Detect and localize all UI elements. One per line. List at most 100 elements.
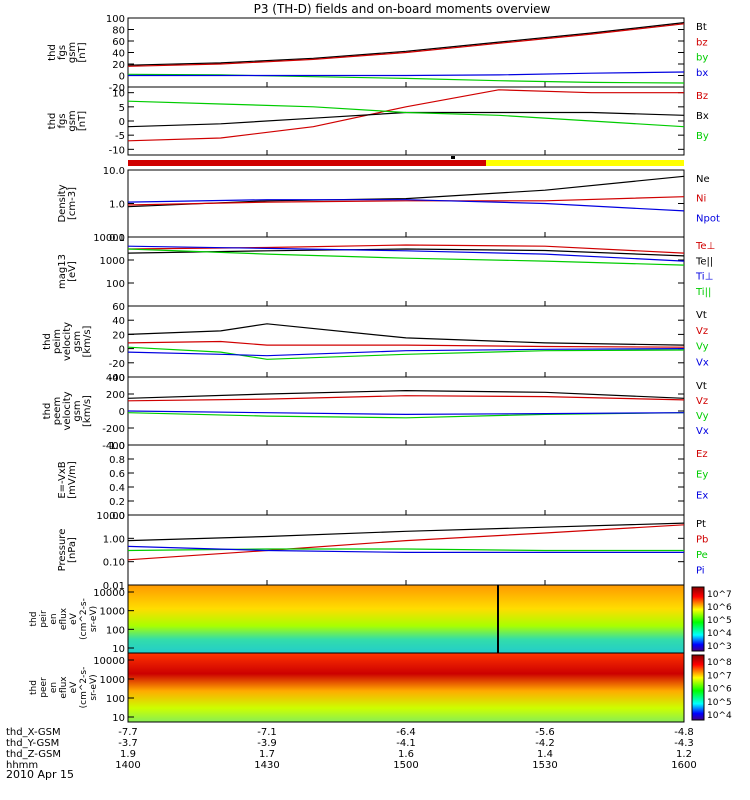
y-tick-label: 100 xyxy=(106,694,125,705)
y-tick-label: 400 xyxy=(106,373,125,384)
y-tick-label: 60 xyxy=(112,302,125,313)
colorbar-tick-label: 10^7 xyxy=(707,671,732,681)
y-axis-label: gsm xyxy=(72,331,83,352)
y-axis-label: gsm xyxy=(67,110,78,131)
series-line-Te|| xyxy=(127,248,685,257)
series-line-Ti|| xyxy=(127,248,685,266)
colorbar-tick-label: 10^6 xyxy=(707,685,732,695)
colorbar-tick-label: 10^4 xyxy=(707,629,732,639)
y-axis-label: peim xyxy=(52,329,63,354)
y-tick-label: 10000 xyxy=(93,588,125,599)
y-tick-label: 10000 xyxy=(93,233,125,244)
colorbar xyxy=(691,654,705,721)
footer-row-label: hhmm xyxy=(6,760,38,771)
y-tick-label: 0.8 xyxy=(109,455,125,466)
y-axis-label: [nT] xyxy=(77,111,88,131)
panel-density: 10.0 1.0 0.1 Density [cm-3] Ne Ni Npot xyxy=(57,166,720,244)
legend-Bt: Bt xyxy=(696,22,707,33)
y-tick-label: 60 xyxy=(112,37,125,48)
y-tick-label: 0.4 xyxy=(109,483,125,494)
status-bar-marker xyxy=(451,156,455,159)
date-label: 2010 Apr 15 xyxy=(6,768,74,781)
y-tick-label: 0.2 xyxy=(109,497,125,508)
y-axis-label: eV xyxy=(69,612,79,625)
series-line-Bz xyxy=(127,89,684,142)
y-axis-label: (cm^2-s- xyxy=(79,598,89,640)
legend-Pi: Pi xyxy=(696,566,705,577)
legend-Vy: Vy xyxy=(696,342,709,353)
series-line-bx xyxy=(128,71,685,77)
footer-value: -3.9 xyxy=(257,738,277,749)
y-tick-label: 1.0 xyxy=(109,441,125,452)
y-axis-label: eflux xyxy=(59,676,69,699)
footer-value: 1.7 xyxy=(259,749,275,760)
legend-Vx: Vx xyxy=(696,426,709,437)
panel-peem_velocity: 400 200 0 -200 -400 thd peem velocity gsm [km/s] V… xyxy=(42,373,709,452)
panel-temperature: 10000 1000 100 mag13 [eV] Te⊥ Te|| Ti⊥ Ti|| xyxy=(57,233,715,307)
footer-value: -4.8 xyxy=(674,727,694,738)
footer-value: -4.3 xyxy=(674,738,694,749)
y-tick-label: 1000 xyxy=(100,675,125,686)
y-tick-label: 0 xyxy=(119,407,125,418)
series-line-By xyxy=(127,100,685,128)
y-axis-label: en xyxy=(49,682,59,693)
y-tick-label: 0.1 xyxy=(109,233,125,244)
y-tick-label: 10 xyxy=(112,713,125,724)
status-bar-yellow xyxy=(486,160,684,166)
y-axis-label: thd xyxy=(29,680,39,695)
y-axis-label: gsm xyxy=(72,400,83,421)
legend-Vy: Vy xyxy=(696,411,709,422)
series-line-Vt xyxy=(127,323,685,346)
series-line-Vz xyxy=(127,395,685,402)
panel-peim_velocity: 60 40 20 0 -20 -40 thd peim velocity gsm [km/s] Vt V… xyxy=(42,302,709,384)
legend-Te||: Te|| xyxy=(695,256,713,267)
y-axis-label: [nPa] xyxy=(67,537,78,563)
series-line-Pb xyxy=(127,524,685,561)
y-axis-label: sr-eV) xyxy=(89,674,99,700)
y-tick-label: 20 xyxy=(112,330,125,341)
y-axis-label: thd xyxy=(47,44,58,61)
panel-frame xyxy=(127,444,685,516)
footer-value: 1530 xyxy=(532,760,557,771)
y-axis-label: fgs xyxy=(57,113,68,128)
legend-Npot: Npot xyxy=(696,213,720,224)
series-line-Ni xyxy=(127,196,685,206)
y-tick-label: 1000 xyxy=(100,256,125,267)
y-axis-label: thd xyxy=(42,333,53,350)
series-line-Bx xyxy=(127,111,685,128)
legend-Vt: Vt xyxy=(696,310,707,321)
status-bar-red xyxy=(128,160,486,166)
footer-value: -7.1 xyxy=(257,727,277,738)
footer-row-label: thd_Y-GSM xyxy=(6,738,59,749)
panel-frame xyxy=(127,376,685,446)
footer-value: -7.7 xyxy=(118,727,138,738)
series-line-Vz xyxy=(127,340,685,348)
series-line-Pt xyxy=(127,522,685,542)
y-tick-label: -20 xyxy=(109,359,125,370)
legend-Ex: Ex xyxy=(696,490,708,501)
y-tick-label: 80 xyxy=(112,26,125,37)
series-line-Vt xyxy=(127,389,685,399)
footer-row-label: thd_Z-GSM xyxy=(6,749,61,760)
legend-Ti⊥: Ti⊥ xyxy=(695,272,713,283)
y-axis-label: thd xyxy=(42,403,53,420)
series-line-Pi xyxy=(127,545,684,553)
footer-value: -4.2 xyxy=(535,738,555,749)
footer-value: 1.6 xyxy=(398,749,414,760)
footer-row-label: thd_X-GSM xyxy=(6,727,61,738)
panel-efield: 1.0 0.8 0.6 0.4 0.2 0.0 E=-VxB [mV/m] Ez Ey Ex xyxy=(57,441,708,522)
legend-By: By xyxy=(696,131,709,142)
legend-bx: bx xyxy=(696,68,708,79)
footer-value: 1400 xyxy=(115,760,140,771)
y-tick-label: 40 xyxy=(112,316,125,327)
y-tick-label: -40 xyxy=(109,373,125,384)
y-axis-label: thd xyxy=(29,612,39,627)
colorbar xyxy=(691,586,705,652)
colorbar-tick-label: 10^5 xyxy=(707,616,732,626)
series-line-Bt xyxy=(127,22,685,66)
y-tick-label: 0.01 xyxy=(103,581,125,592)
legend-Ne: Ne xyxy=(696,174,710,185)
footer-value: -6.4 xyxy=(396,727,416,738)
colorbar-tick-label: 10^3 xyxy=(707,642,732,652)
